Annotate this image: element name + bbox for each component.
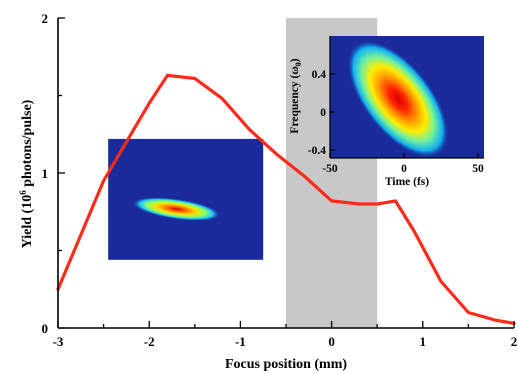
x-tick-label: -2 <box>144 334 155 349</box>
inset-y-tick-label: -0.4 <box>308 145 326 157</box>
inset-right-y-title-main: Frequency (ω <box>289 66 301 133</box>
y-tick-label: 0 <box>42 321 49 336</box>
y-axis-title-rest: photons/pulse) <box>20 99 35 190</box>
x-axis-title: Focus position (mm) <box>225 357 347 372</box>
y-ticks-group: 0 1 2 <box>42 11 65 336</box>
series-line-yield <box>56 73 516 325</box>
x-tick-label: 0 <box>328 334 335 349</box>
inset-right-y-title: Frequency (ω0) <box>289 58 303 133</box>
y-axis-title-main: Yield (10 <box>20 195 35 249</box>
inset-heatmap-left <box>108 138 264 260</box>
inset-x-tick-label: -50 <box>322 163 338 175</box>
inset-x-tick-label: 0 <box>401 163 407 175</box>
x-ticks-group: -3 -2 -1 0 1 2 <box>53 321 518 349</box>
inset-x-tick-label: 50 <box>472 163 484 175</box>
y-tick-label: 2 <box>42 11 49 26</box>
y-axis-title: Yield (106 photons/pulse) <box>18 99 35 248</box>
y-tick-label: 1 <box>42 166 49 181</box>
inset-right-x-title: Time (fs) <box>385 176 429 188</box>
inset-heatmap-right: -50 0 50 0.40-0.4 Time (fs) Frequency (ω0) <box>289 36 484 188</box>
inset-y-tick-label: 0 <box>320 107 326 119</box>
inset-right-y-title-rest: ) <box>289 58 301 62</box>
inset-right-y-ticks: 0.4 0 -0.4 <box>308 69 335 157</box>
inset-left-background <box>108 138 264 260</box>
inset-y-tick-label: 0.4 <box>312 69 327 81</box>
x-tick-label: -1 <box>235 334 246 349</box>
inset-right-y-title-sub: 0 <box>294 62 303 66</box>
y-axis-title-sup: 6 <box>18 190 28 195</box>
x-tick-label: 1 <box>420 334 427 349</box>
x-tick-label: 2 <box>511 334 518 349</box>
x-tick-label: -3 <box>53 334 64 349</box>
inset-right-blob <box>347 40 449 158</box>
inset-right-x-ticks: -50 0 50 <box>322 153 484 175</box>
inset-left-blob <box>131 197 221 221</box>
